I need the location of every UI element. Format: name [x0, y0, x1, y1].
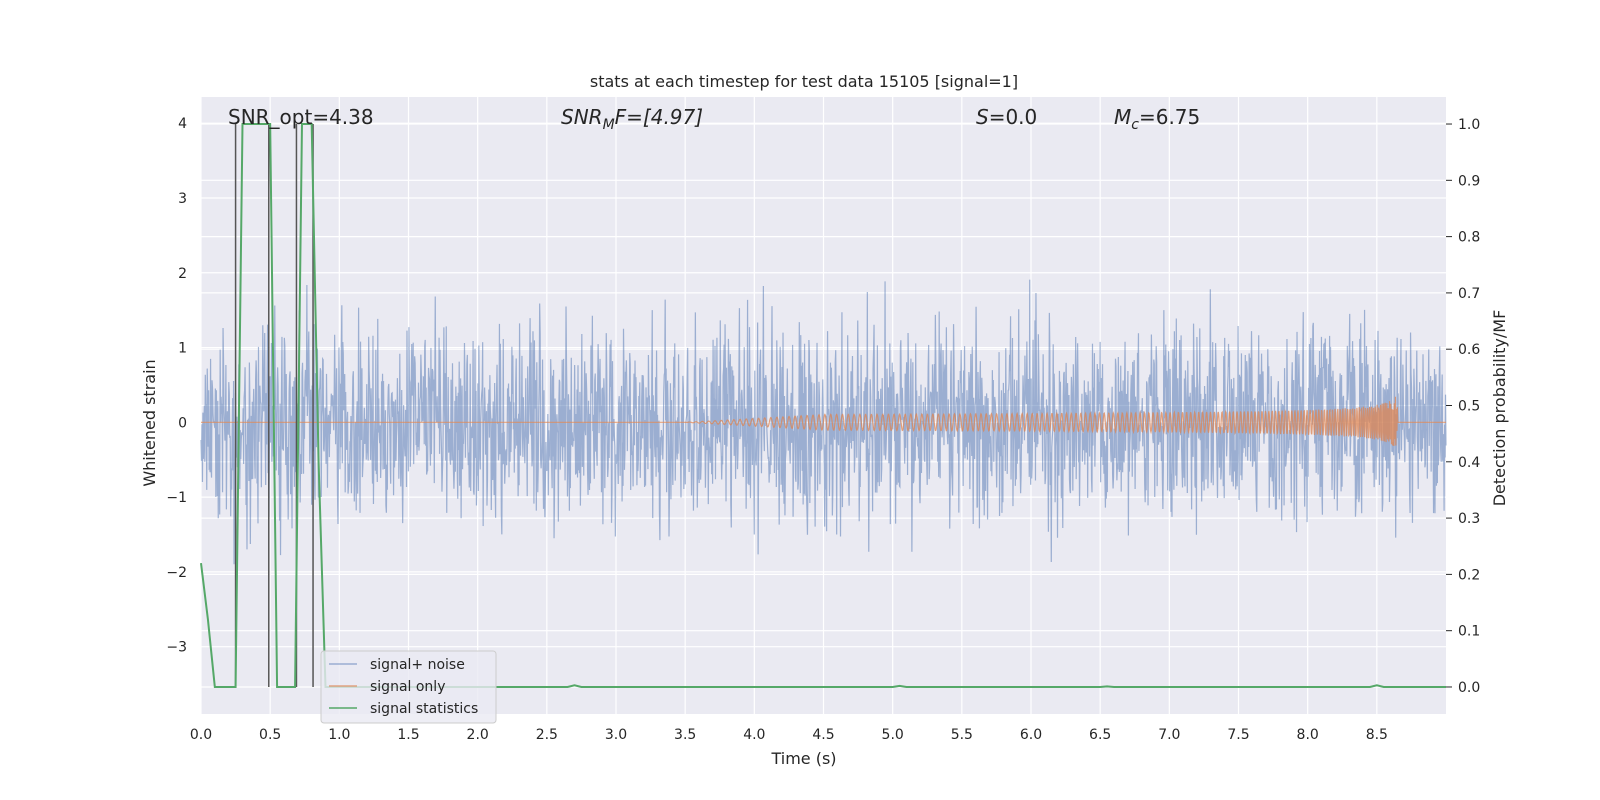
x-tick-label: 1.0 — [328, 727, 350, 743]
x-tick-label: 6.0 — [1020, 727, 1042, 743]
x-tick-label: 6.5 — [1089, 727, 1111, 743]
x-tick-label: 2.5 — [536, 727, 558, 743]
y-axis-label-left: Whitened strain — [140, 359, 159, 486]
x-axis-label: Time (s) — [770, 749, 836, 768]
y-left-tick-label: −1 — [166, 490, 187, 506]
x-tick-label: 4.0 — [743, 727, 765, 743]
legend-box — [320, 650, 497, 724]
y-right-tick-label: 0.5 — [1458, 399, 1480, 415]
y-right-tick-label: 0.1 — [1458, 624, 1480, 640]
annotation-s: S=0.0 — [976, 105, 1037, 129]
y-right-tick-label: 0.7 — [1458, 286, 1480, 302]
legend-label-signal: signal only — [370, 679, 445, 695]
y-left-tick-label: −2 — [166, 565, 187, 581]
y-right-tick-label: 0.3 — [1458, 511, 1480, 527]
y-right-tick-label: 0.2 — [1458, 567, 1480, 583]
y-right-ticks: 1.0 0.9 0.8 0.7 0.6 0.5 0.4 0.3 0.2 0.1 0.0 — [1446, 117, 1480, 696]
x-tick-label: 7.0 — [1158, 727, 1180, 743]
y-left-tick-label: 4 — [178, 116, 187, 132]
x-tick-label: 3.0 — [605, 727, 627, 743]
y-left-tick-label: 2 — [178, 266, 187, 282]
legend: signal+ noise signal only signal statist… — [320, 650, 497, 724]
x-tick-label: 2.0 — [467, 727, 489, 743]
annotation-mc-main: M — [1114, 105, 1131, 129]
annotation-mc: Mc=6.75 — [1114, 105, 1200, 133]
signal-trace — [201, 396, 1446, 446]
y-right-tick-label: 0.0 — [1458, 680, 1480, 696]
y-left-tick-label: 1 — [178, 341, 187, 357]
x-tick-label: 8.5 — [1366, 727, 1388, 743]
y-left-tick-label: −3 — [166, 640, 187, 656]
y-axis-label-right: Detection probability/MF — [1490, 310, 1509, 507]
x-tick-label: 0.0 — [190, 727, 212, 743]
annotation-snr-opt: SNR_opt=4.38 — [228, 105, 374, 129]
annotation-snr-mf: SNRMF=[4.97] — [561, 105, 703, 133]
x-tick-label: 4.5 — [812, 727, 834, 743]
y-right-tick-label: 0.8 — [1458, 230, 1480, 246]
x-tick-label: 1.5 — [397, 727, 419, 743]
annotation-snr-mf-sub: M — [603, 117, 615, 133]
annotation-snr-mf-main: SNR — [561, 105, 603, 129]
series-signal-only — [201, 396, 1446, 446]
x-tick-label: 3.5 — [674, 727, 696, 743]
x-tick-label: 0.5 — [259, 727, 281, 743]
y-right-tick-label: 0.4 — [1458, 455, 1480, 471]
annotation-mc-rest: =6.75 — [1139, 105, 1200, 129]
y-left-ticks: 4 3 2 1 0 −1 −2 −3 — [166, 116, 187, 656]
annotation-mc-sub: c — [1131, 117, 1139, 133]
x-tick-label: 7.5 — [1227, 727, 1249, 743]
chart-title: stats at each timestep for test data 151… — [590, 72, 1018, 91]
x-tick-label: 5.0 — [882, 727, 904, 743]
annotation-snr-mf-rest: F=[4.97] — [615, 105, 703, 129]
y-right-tick-label: 0.6 — [1458, 342, 1480, 358]
grid-horizontal — [201, 122, 1446, 688]
x-ticks: 0.0 0.5 1.0 1.5 2.0 2.5 3.0 3.5 4.0 4.5 5.0 5.5 6.0 6… — [190, 727, 1388, 743]
legend-label-stats: signal statistics — [370, 701, 478, 717]
annotation-s-rest: =0.0 — [989, 105, 1038, 129]
legend-label-noise: signal+ noise — [370, 657, 465, 673]
x-tick-label: 5.5 — [951, 727, 973, 743]
y-left-tick-label: 0 — [178, 415, 187, 431]
y-left-tick-label: 3 — [178, 191, 187, 207]
annotation-s-main: S — [976, 105, 989, 129]
y-right-tick-label: 1.0 — [1458, 117, 1480, 133]
x-tick-label: 8.0 — [1297, 727, 1319, 743]
y-right-tick-label: 0.9 — [1458, 173, 1480, 189]
